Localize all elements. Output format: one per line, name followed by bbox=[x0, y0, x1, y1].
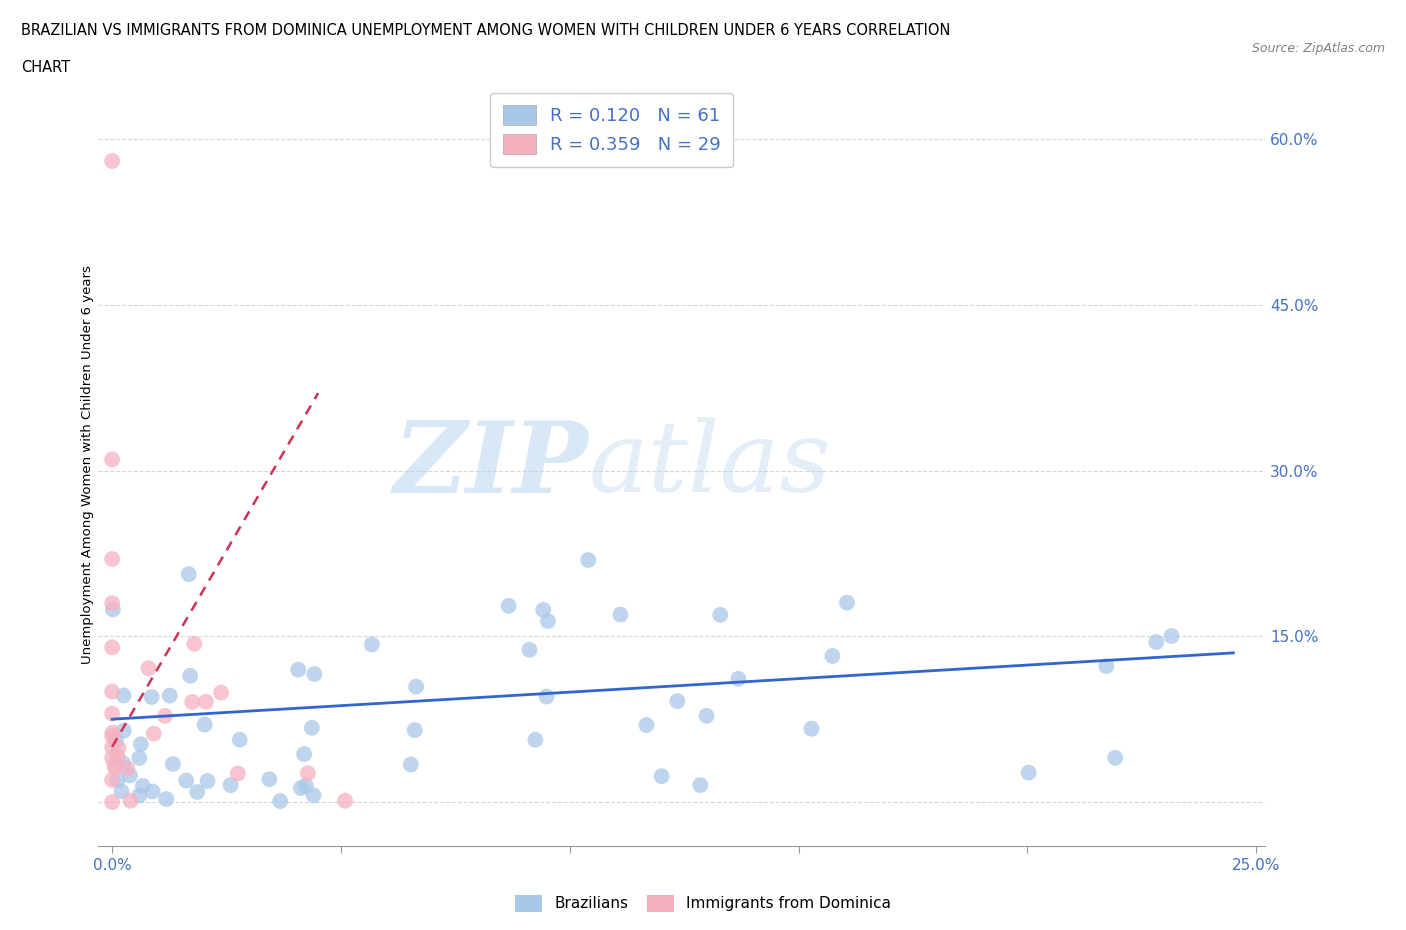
Point bbox=[636, 718, 658, 733]
Point bbox=[301, 721, 323, 736]
Point bbox=[101, 725, 124, 740]
Point bbox=[297, 765, 319, 780]
Point bbox=[259, 772, 281, 787]
Point bbox=[194, 695, 217, 710]
Point bbox=[290, 780, 312, 795]
Point bbox=[101, 706, 124, 721]
Point bbox=[269, 793, 291, 808]
Legend: R = 0.120   N = 61, R = 0.359   N = 29: R = 0.120 N = 61, R = 0.359 N = 29 bbox=[491, 93, 734, 166]
Point bbox=[120, 793, 142, 808]
Point bbox=[302, 788, 325, 803]
Point bbox=[651, 769, 673, 784]
Point bbox=[1095, 658, 1118, 673]
Point bbox=[101, 452, 124, 467]
Point bbox=[404, 723, 426, 737]
Point bbox=[142, 726, 165, 741]
Point bbox=[295, 778, 318, 793]
Text: CHART: CHART bbox=[21, 60, 70, 75]
Point bbox=[110, 784, 132, 799]
Point bbox=[333, 793, 356, 808]
Point bbox=[118, 768, 141, 783]
Point bbox=[666, 694, 689, 709]
Point bbox=[835, 595, 858, 610]
Point bbox=[399, 757, 422, 772]
Point bbox=[101, 551, 124, 566]
Point bbox=[128, 788, 150, 803]
Point bbox=[112, 724, 135, 738]
Point bbox=[104, 733, 127, 748]
Point bbox=[107, 773, 129, 788]
Point bbox=[128, 751, 150, 765]
Point bbox=[132, 778, 155, 793]
Text: Source: ZipAtlas.com: Source: ZipAtlas.com bbox=[1251, 42, 1385, 55]
Point bbox=[536, 689, 558, 704]
Point bbox=[576, 552, 599, 567]
Point bbox=[104, 761, 127, 776]
Point bbox=[524, 732, 547, 747]
Point bbox=[821, 648, 844, 663]
Point bbox=[709, 607, 731, 622]
Point bbox=[609, 607, 631, 622]
Point bbox=[159, 688, 181, 703]
Point bbox=[727, 671, 749, 686]
Point bbox=[1144, 634, 1167, 649]
Point bbox=[186, 785, 208, 800]
Point bbox=[226, 766, 249, 781]
Point bbox=[153, 709, 176, 724]
Point bbox=[1160, 629, 1182, 644]
Point bbox=[537, 614, 560, 629]
Y-axis label: Unemployment Among Women with Children Under 6 years: Unemployment Among Women with Children U… bbox=[80, 266, 94, 664]
Point bbox=[197, 774, 219, 789]
Point bbox=[138, 661, 160, 676]
Point bbox=[183, 636, 205, 651]
Point bbox=[101, 602, 124, 617]
Point bbox=[179, 669, 201, 684]
Text: atlas: atlas bbox=[589, 418, 831, 512]
Point bbox=[174, 773, 197, 788]
Point bbox=[287, 662, 309, 677]
Legend: Brazilians, Immigrants from Dominica: Brazilians, Immigrants from Dominica bbox=[509, 889, 897, 918]
Point bbox=[101, 739, 124, 754]
Point bbox=[209, 685, 232, 700]
Point bbox=[101, 596, 124, 611]
Point bbox=[142, 784, 165, 799]
Point bbox=[129, 737, 152, 751]
Point bbox=[304, 667, 326, 682]
Point bbox=[194, 717, 217, 732]
Point bbox=[101, 153, 124, 168]
Point bbox=[101, 728, 124, 743]
Point bbox=[101, 640, 124, 655]
Point bbox=[112, 756, 135, 771]
Text: BRAZILIAN VS IMMIGRANTS FROM DOMINICA UNEMPLOYMENT AMONG WOMEN WITH CHILDREN UND: BRAZILIAN VS IMMIGRANTS FROM DOMINICA UN… bbox=[21, 23, 950, 38]
Point bbox=[112, 688, 135, 703]
Point bbox=[107, 740, 129, 755]
Point bbox=[177, 566, 200, 581]
Point bbox=[155, 791, 177, 806]
Point bbox=[107, 750, 129, 764]
Text: ZIP: ZIP bbox=[394, 417, 589, 513]
Point bbox=[219, 777, 242, 792]
Point bbox=[800, 722, 823, 737]
Point bbox=[519, 643, 541, 658]
Point bbox=[162, 757, 184, 772]
Point bbox=[101, 794, 124, 809]
Point bbox=[103, 757, 125, 772]
Point bbox=[1104, 751, 1126, 765]
Point bbox=[689, 777, 711, 792]
Point bbox=[498, 599, 520, 614]
Point bbox=[101, 684, 124, 699]
Point bbox=[405, 679, 427, 694]
Point bbox=[141, 689, 163, 704]
Point bbox=[531, 603, 554, 618]
Point bbox=[117, 761, 139, 776]
Point bbox=[181, 695, 204, 710]
Point bbox=[1018, 765, 1040, 780]
Point bbox=[292, 747, 315, 762]
Point bbox=[101, 773, 124, 788]
Point bbox=[229, 732, 252, 747]
Point bbox=[695, 709, 717, 724]
Point bbox=[360, 637, 382, 652]
Point bbox=[101, 751, 124, 765]
